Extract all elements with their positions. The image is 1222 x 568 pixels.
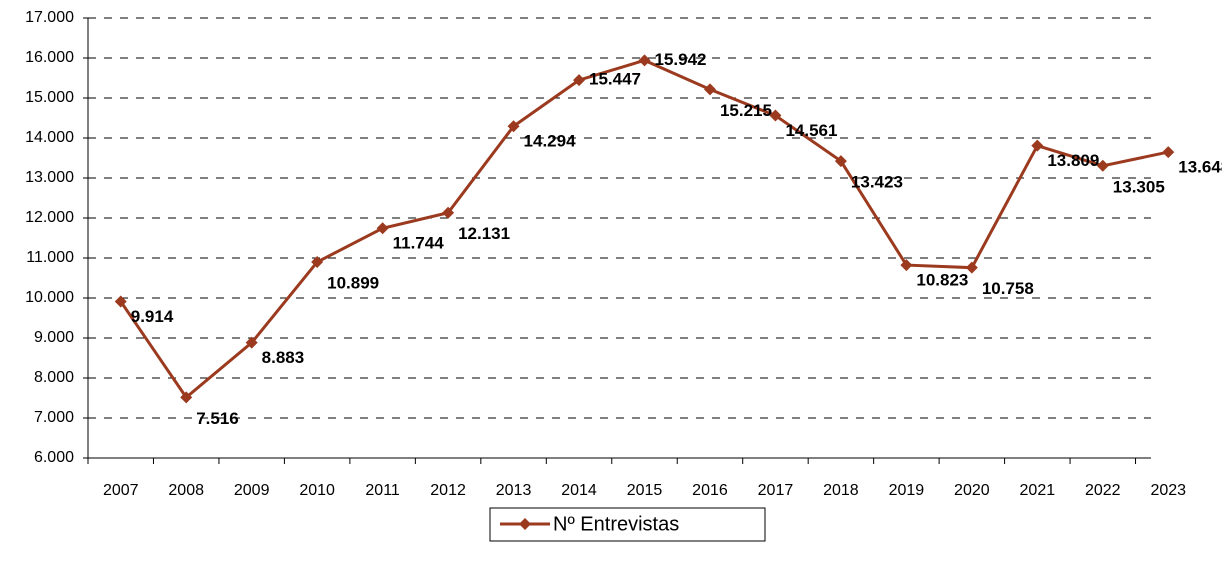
marker [376, 222, 389, 235]
x-tick-label: 2019 [889, 482, 925, 499]
data-label: 15.447 [589, 70, 641, 89]
x-tick-label: 2008 [168, 482, 204, 499]
x-tick-label: 2011 [365, 482, 400, 499]
y-tick-label: 14.000 [25, 129, 74, 146]
x-tick-label: 2016 [692, 482, 728, 499]
y-tick-label: 13.000 [25, 169, 74, 186]
y-tick-label: 16.000 [25, 49, 74, 66]
marker [245, 336, 258, 349]
data-label: 13.423 [851, 173, 903, 192]
y-tick-label: 6.000 [34, 449, 74, 466]
data-label: 7.516 [196, 409, 239, 428]
marker [180, 391, 193, 404]
data-label: 12.131 [458, 224, 510, 243]
data-label: 15.215 [720, 101, 772, 120]
data-label: 8.883 [262, 348, 305, 367]
y-tick-label: 15.000 [25, 89, 74, 106]
legend-label: Nº Entrevistas [553, 513, 679, 535]
marker [573, 74, 586, 87]
marker [1096, 159, 1109, 172]
y-tick-label: 10.000 [25, 289, 74, 306]
x-tick-label: 2007 [103, 482, 139, 499]
data-label: 11.744 [393, 234, 445, 253]
data-label: 10.823 [916, 271, 968, 290]
x-tick-label: 2020 [954, 482, 990, 499]
x-tick-label: 2014 [561, 482, 597, 499]
data-label: 14.294 [524, 132, 577, 151]
marker [965, 261, 978, 274]
y-tick-label: 12.000 [25, 209, 74, 226]
legend-marker [519, 518, 531, 530]
data-label: 14.561 [785, 121, 837, 140]
x-tick-label: 2017 [758, 482, 794, 499]
x-tick-label: 2021 [1020, 482, 1056, 499]
x-tick-label: 2010 [299, 482, 335, 499]
x-tick-label: 2015 [627, 482, 663, 499]
x-tick-label: 2018 [823, 482, 859, 499]
marker [900, 259, 913, 272]
marker [769, 109, 782, 122]
data-label: 13.648 [1178, 158, 1222, 177]
marker [1031, 139, 1044, 152]
marker [1162, 146, 1175, 159]
marker [311, 256, 324, 269]
x-tick-label: 2009 [234, 482, 270, 499]
data-label: 15.942 [655, 50, 707, 69]
marker [638, 54, 651, 67]
y-tick-label: 8.000 [34, 369, 74, 386]
data-label: 9.914 [131, 307, 174, 326]
legend: Nº Entrevistas [489, 507, 766, 542]
data-label: 10.758 [982, 279, 1034, 298]
data-label: 13.305 [1113, 177, 1165, 196]
y-tick-label: 9.000 [34, 329, 74, 346]
marker [834, 155, 847, 168]
marker [507, 120, 520, 133]
x-tick-label: 2012 [430, 482, 466, 499]
marker [442, 206, 455, 219]
data-label: 10.899 [327, 274, 379, 293]
x-tick-label: 2022 [1085, 482, 1121, 499]
y-tick-label: 7.000 [34, 409, 74, 426]
marker [114, 295, 127, 308]
series-line [119, 58, 1169, 400]
y-tick-label: 11.000 [26, 249, 74, 266]
y-tick-label: 17.000 [25, 9, 74, 26]
data-label: 13.809 [1047, 151, 1099, 170]
x-tick-label: 2013 [496, 482, 532, 499]
x-tick-label: 2023 [1150, 482, 1186, 499]
marker [703, 83, 716, 96]
